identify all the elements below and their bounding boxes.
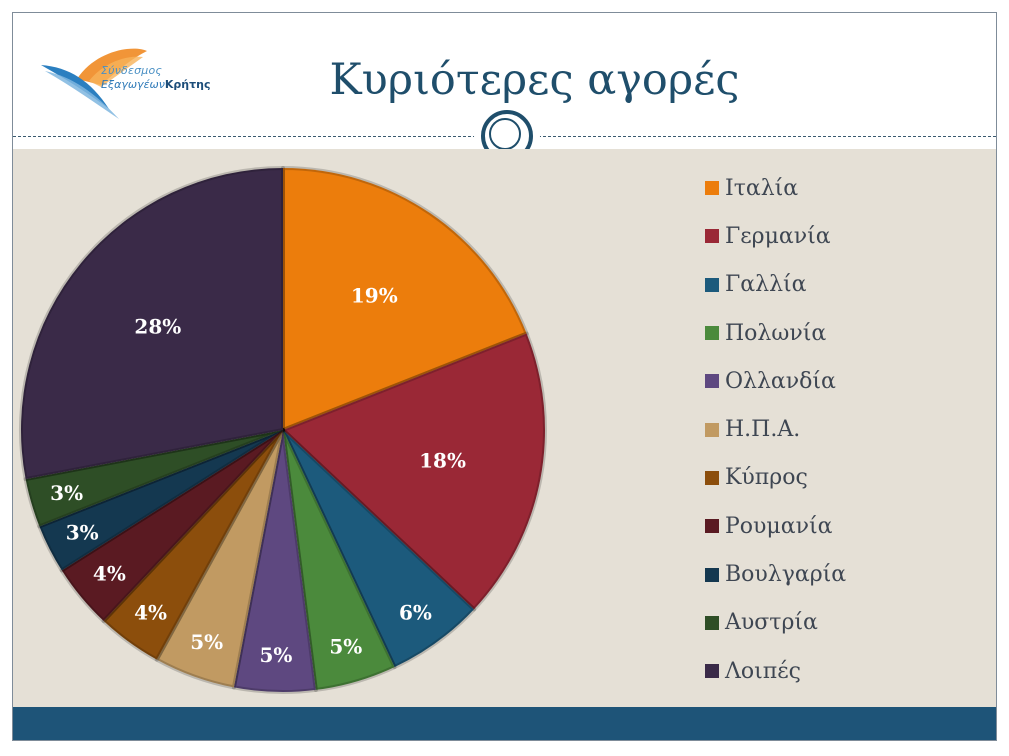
legend-label: Πολωνία	[725, 320, 827, 346]
pie-data-label: 3%	[66, 520, 99, 544]
legend-item: Κύπρος	[705, 454, 846, 502]
legend-swatch	[705, 664, 719, 679]
pie-data-label: 6%	[399, 600, 432, 624]
legend-swatch	[705, 181, 719, 196]
legend-item: Γαλλία	[705, 261, 846, 309]
pie-slice	[231, 428, 318, 694]
pie-slice	[37, 428, 285, 573]
logo: Σύνδεσμος ΕξαγωγέωνΚρήτης	[39, 37, 239, 127]
legend-swatch	[705, 519, 719, 534]
legend-label: Λοιπές	[725, 658, 801, 684]
legend-swatch	[705, 470, 719, 485]
pie-data-label: 19%	[351, 284, 398, 308]
pie-slice	[59, 428, 285, 623]
legend-swatch	[705, 277, 719, 292]
legend-label: Ρουμανία	[725, 513, 833, 539]
pie-slice	[19, 166, 285, 482]
legend-swatch	[705, 326, 719, 341]
pie-data-label: 28%	[134, 314, 181, 338]
pie-data-label: 5%	[190, 630, 223, 654]
pie-slice	[281, 428, 476, 670]
legend-swatch	[705, 615, 719, 630]
pie-slice	[154, 428, 285, 690]
legend-label: Γαλλία	[725, 272, 807, 298]
logo-text-prefix: Εξαγωγέων	[101, 78, 165, 91]
legend-swatch	[705, 422, 719, 437]
pie-data-label: 3%	[50, 481, 83, 505]
pie-slice	[281, 428, 397, 692]
pie-data-label: 5%	[259, 643, 292, 667]
logo-emblem-icon	[41, 48, 147, 119]
legend-label: Ιταλία	[725, 175, 799, 201]
legend-label: Αυστρία	[725, 610, 818, 636]
legend-swatch	[705, 374, 719, 389]
legend-item: Αυστρία	[705, 599, 846, 647]
legend-item: Γερμανία	[705, 212, 846, 260]
pie-slice	[101, 428, 285, 662]
pie-chart: 19% 18% 6% 5% 5% 5% 4% 4% 3% 3% 28%	[19, 166, 547, 694]
legend-item: Βουλγαρία	[705, 550, 846, 598]
legend-label: Η.Π.Α.	[725, 417, 801, 443]
legend-item: Ολλανδία	[705, 357, 846, 405]
legend-item: Ιταλία	[705, 164, 846, 212]
footer-bar	[13, 707, 996, 740]
chart-legend: Ιταλία Γερμανία Γαλλία Πολωνία Ολλανδία Η.Π.Α…	[705, 164, 846, 695]
pie-data-label: 4%	[93, 562, 126, 586]
legend-item: Η.Π.Α.	[705, 405, 846, 453]
legend-item: Ρουμανία	[705, 502, 846, 550]
pie-data-label: 18%	[419, 448, 466, 472]
legend-label: Κύπρος	[725, 465, 808, 491]
pie-slice	[281, 331, 547, 612]
legend-label: Γερμανία	[725, 223, 831, 249]
pie-slice	[281, 166, 529, 432]
logo-text-line2: ΕξαγωγέωνΚρήτης	[101, 78, 210, 91]
logo-text-bold: Κρήτης	[164, 78, 211, 91]
legend-label: Ολλανδία	[725, 368, 836, 394]
legend-item: Λοιπές	[705, 647, 846, 695]
logo-text-line1: Σύνδεσμος	[101, 64, 163, 77]
legend-swatch	[705, 229, 719, 244]
pie-data-label: 4%	[134, 600, 167, 624]
pie-slice	[23, 428, 285, 529]
legend-swatch	[705, 567, 719, 582]
legend-label: Βουλγαρία	[725, 562, 847, 588]
legend-item: Πολωνία	[705, 309, 846, 357]
page-title: Κυριότερες αγορές	[329, 55, 740, 105]
pie-data-label: 5%	[329, 634, 362, 658]
